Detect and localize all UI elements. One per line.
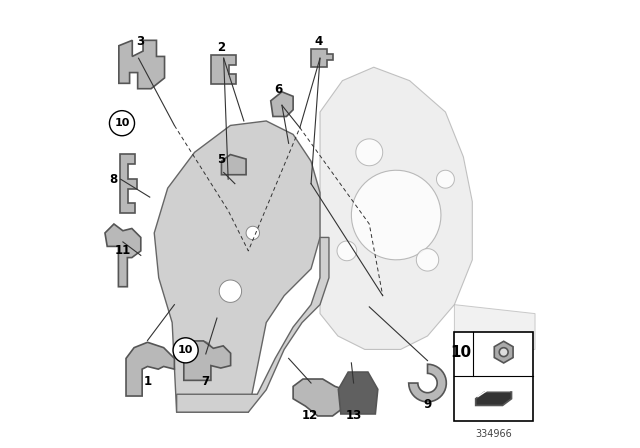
Circle shape <box>109 111 134 136</box>
Text: 7: 7 <box>202 375 210 388</box>
Polygon shape <box>454 305 535 349</box>
Polygon shape <box>246 226 260 240</box>
Text: 9: 9 <box>424 397 431 411</box>
Polygon shape <box>220 280 242 302</box>
Text: 3: 3 <box>136 34 144 48</box>
Text: 2: 2 <box>218 40 225 54</box>
Text: 1: 1 <box>143 375 152 388</box>
Text: 10: 10 <box>451 345 472 360</box>
Text: 10: 10 <box>178 345 193 355</box>
Text: 11: 11 <box>115 244 131 258</box>
Text: 12: 12 <box>302 409 318 422</box>
Text: 8: 8 <box>109 172 117 186</box>
Polygon shape <box>211 55 236 84</box>
Polygon shape <box>494 341 513 363</box>
Text: 13: 13 <box>346 409 362 422</box>
Polygon shape <box>126 342 174 396</box>
Text: 5: 5 <box>218 152 225 166</box>
Polygon shape <box>320 67 472 349</box>
Polygon shape <box>105 224 141 287</box>
Polygon shape <box>120 154 138 213</box>
Polygon shape <box>351 170 441 260</box>
Circle shape <box>173 338 198 363</box>
Polygon shape <box>356 139 383 166</box>
Polygon shape <box>337 241 356 261</box>
Polygon shape <box>177 237 329 412</box>
Polygon shape <box>271 92 293 116</box>
FancyBboxPatch shape <box>454 332 533 421</box>
Polygon shape <box>293 379 342 416</box>
Circle shape <box>499 348 508 357</box>
Text: 4: 4 <box>314 34 323 48</box>
Polygon shape <box>476 392 511 405</box>
Polygon shape <box>119 40 164 89</box>
Polygon shape <box>409 364 446 402</box>
Polygon shape <box>417 249 439 271</box>
Text: 334966: 334966 <box>476 429 512 439</box>
Polygon shape <box>154 121 320 412</box>
Polygon shape <box>436 170 454 188</box>
Text: 6: 6 <box>275 83 283 96</box>
Polygon shape <box>221 155 246 175</box>
Polygon shape <box>311 49 333 67</box>
Polygon shape <box>184 341 230 380</box>
Polygon shape <box>339 372 378 414</box>
Polygon shape <box>195 341 212 358</box>
Text: 10: 10 <box>115 118 130 128</box>
